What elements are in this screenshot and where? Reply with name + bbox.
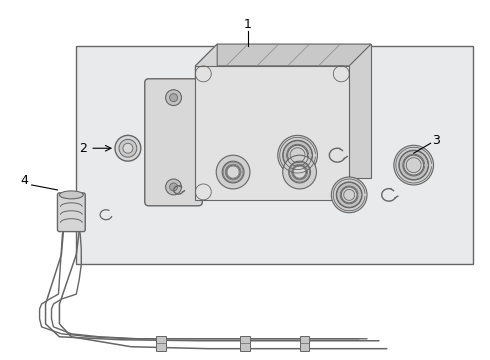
Text: 4: 4: [21, 174, 28, 186]
Polygon shape: [196, 44, 217, 200]
Circle shape: [123, 143, 133, 153]
Ellipse shape: [59, 191, 83, 199]
Text: 1: 1: [244, 18, 252, 31]
FancyBboxPatch shape: [145, 79, 202, 206]
Circle shape: [341, 187, 357, 203]
Bar: [76, 46, 473, 264]
Polygon shape: [217, 44, 371, 178]
Text: 2: 2: [79, 142, 87, 155]
Circle shape: [283, 155, 317, 189]
Polygon shape: [196, 66, 349, 200]
Bar: [156, 336, 166, 351]
Circle shape: [170, 94, 177, 102]
Circle shape: [166, 90, 181, 105]
Circle shape: [331, 177, 367, 213]
Circle shape: [336, 182, 362, 208]
Circle shape: [216, 155, 250, 189]
Bar: [299, 336, 310, 351]
Circle shape: [289, 161, 311, 183]
Circle shape: [170, 183, 177, 191]
Circle shape: [278, 135, 318, 175]
Circle shape: [394, 145, 434, 185]
Circle shape: [283, 140, 313, 170]
Circle shape: [404, 155, 424, 175]
Circle shape: [115, 135, 141, 161]
Bar: [240, 336, 250, 351]
Circle shape: [288, 145, 308, 165]
Circle shape: [119, 139, 137, 157]
Circle shape: [399, 150, 429, 180]
FancyBboxPatch shape: [57, 193, 85, 231]
Text: 3: 3: [432, 134, 440, 147]
Polygon shape: [196, 44, 371, 66]
Circle shape: [222, 161, 244, 183]
Circle shape: [293, 165, 307, 179]
Circle shape: [226, 165, 240, 179]
Circle shape: [166, 179, 181, 195]
